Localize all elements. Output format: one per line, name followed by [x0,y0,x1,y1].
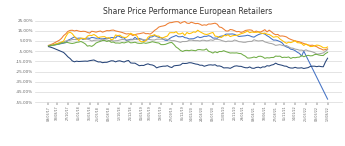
Inditex [122,37,126,39]
Marks & Spencer [315,53,319,55]
Hugo Boss [267,57,271,59]
Inditex [260,33,265,34]
Next [46,45,50,47]
Next [326,46,330,48]
Marks & Spencer [168,39,172,41]
Superdry [252,67,256,69]
Next [196,29,200,31]
Hugo Boss [46,45,50,47]
Marks & Spencer [233,39,237,41]
Title: Share Price Performance European Retailers: Share Price Performance European Retaile… [104,7,273,16]
Hugo Boss [289,58,293,59]
Inditex [46,45,50,47]
Marks & Spencer [254,40,258,41]
Marks & Spencer [79,38,83,39]
Inditex [230,33,235,35]
Next [191,31,196,33]
Superdry [122,61,126,63]
Burberry [267,29,271,31]
Marks & Spencer [326,49,330,50]
Line: Hugo Boss: Hugo Boss [48,40,328,58]
Burberry [46,45,50,46]
Next [323,47,327,49]
Inditex [267,36,271,38]
Inditex [252,36,256,38]
Burberry [254,30,258,32]
Marks & Spencer [194,40,198,41]
Burberry [165,23,169,25]
Hugo Boss [233,52,237,54]
Marks & Spencer [267,42,271,44]
Inditex [326,98,330,100]
Burberry [233,30,237,32]
Hugo Boss [326,52,330,53]
Next [165,35,169,37]
Hugo Boss [100,40,105,41]
Line: Burberry: Burberry [48,21,328,50]
Next [122,36,126,38]
Next [267,34,271,35]
Next [233,34,237,36]
Marks & Spencer [124,39,128,41]
Burberry [122,32,126,34]
Line: Superdry: Superdry [48,47,328,68]
Superdry [165,65,169,67]
Marks & Spencer [46,45,50,47]
Superdry [265,65,269,67]
Burberry [326,48,330,50]
Hugo Boss [254,57,258,59]
Superdry [326,57,330,59]
Burberry [194,23,198,25]
Line: Marks & Spencer: Marks & Spencer [48,38,328,54]
Hugo Boss [194,50,198,52]
Superdry [191,62,196,64]
Hugo Boss [168,42,172,44]
Line: Next: Next [48,30,328,48]
Next [254,32,258,33]
Hugo Boss [124,41,128,43]
Inditex [191,38,196,40]
Superdry [302,68,306,69]
Superdry [46,46,50,47]
Line: Inditex: Inditex [48,33,328,99]
Inditex [165,40,169,41]
Burberry [183,21,187,22]
Superdry [230,66,235,68]
Burberry [321,49,325,51]
